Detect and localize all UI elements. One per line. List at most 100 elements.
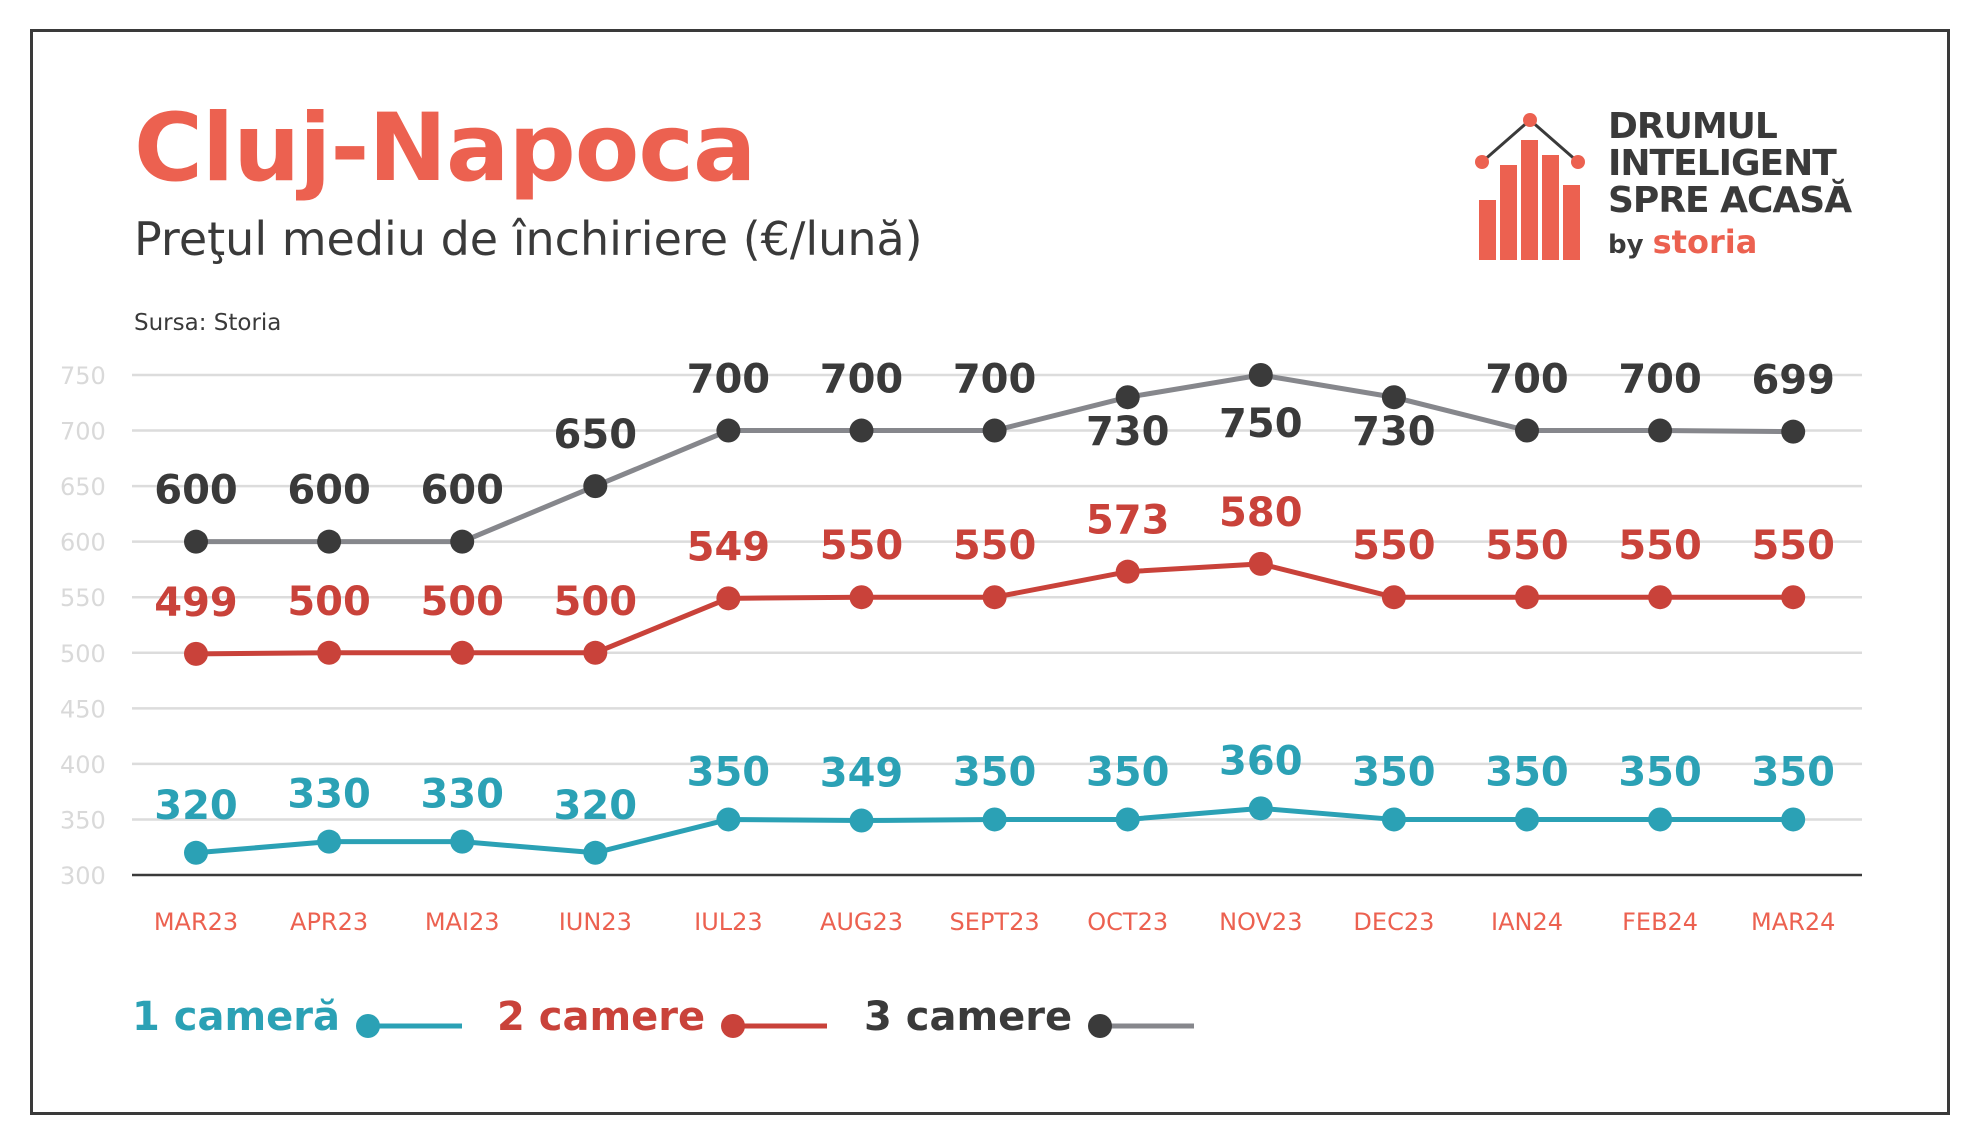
x-tick-label: FEB24	[1622, 908, 1698, 936]
x-tick-label: DEC23	[1353, 908, 1434, 936]
legend-swatch-marker	[1088, 1013, 1113, 1038]
data-label: 750	[1219, 401, 1303, 447]
logo-line-1: DRUMUL	[1608, 106, 1778, 147]
data-label: 500	[287, 579, 371, 625]
data-label: 550	[953, 523, 1037, 569]
data-point	[1248, 363, 1273, 387]
page-subtitle: Preţul mediu de închiriere (€/lună)	[134, 212, 923, 266]
data-point	[317, 640, 342, 665]
data-label: 500	[554, 579, 638, 625]
y-tick-label: 750	[60, 362, 106, 390]
data-point	[184, 840, 208, 865]
infographic-frame	[30, 29, 1950, 1115]
data-point	[716, 807, 741, 832]
logo-wordmark: DRUMUL INTELIGENT SPRE ACASĂ by storia	[1608, 108, 1938, 261]
y-tick-label: 550	[60, 584, 106, 612]
data-point	[849, 808, 874, 833]
data-point	[317, 529, 342, 554]
data-label: 330	[420, 772, 504, 818]
legend-swatch	[1088, 1013, 1195, 1038]
x-tick-label: IAN24	[1491, 908, 1563, 936]
y-tick-label: 700	[60, 418, 106, 446]
x-tick-label: SEPT23	[950, 908, 1040, 936]
legend-swatch-marker	[721, 1013, 746, 1038]
data-label: 499	[154, 580, 238, 626]
data-point	[583, 474, 608, 499]
data-point	[1381, 807, 1406, 832]
y-tick-label: 600	[60, 529, 106, 557]
data-point	[982, 418, 1007, 443]
data-label: 500	[420, 579, 504, 625]
data-label: 730	[1352, 409, 1436, 455]
data-label: 550	[1352, 523, 1436, 569]
x-tick-label: IUL23	[694, 908, 763, 936]
data-point	[583, 840, 608, 865]
x-tick-label: IUN23	[559, 908, 632, 936]
data-label: 573	[1086, 498, 1170, 544]
x-tick-label: MAI23	[425, 908, 500, 936]
data-label: 350	[1086, 749, 1170, 795]
data-point	[450, 529, 475, 554]
x-tick-label: NOV23	[1219, 908, 1302, 936]
logo-line-3: SPRE ACASĂ	[1608, 180, 1852, 221]
data-label: 550	[1751, 523, 1835, 569]
x-tick-label: AUG23	[820, 908, 903, 936]
data-point	[1515, 418, 1539, 443]
data-point	[1781, 419, 1806, 444]
legend-item: 3 camere	[864, 992, 1196, 1042]
data-point	[849, 418, 874, 443]
data-point	[184, 529, 208, 554]
legend-item: 2 camere	[497, 992, 829, 1042]
data-point	[1381, 385, 1406, 410]
data-point	[1115, 807, 1140, 832]
data-label: 600	[420, 468, 504, 514]
data-label: 650	[554, 412, 638, 458]
data-point	[849, 585, 874, 610]
data-label: 350	[1751, 749, 1835, 795]
data-label: 320	[154, 783, 238, 829]
data-label: 580	[1219, 490, 1303, 536]
x-tick-label: MAR24	[1751, 908, 1835, 936]
data-label: 700	[1618, 357, 1702, 403]
data-point	[1648, 807, 1673, 832]
data-label: 730	[1086, 409, 1170, 455]
data-label: 350	[687, 749, 771, 795]
data-point	[1115, 385, 1140, 410]
data-point	[1381, 585, 1406, 610]
data-point	[1515, 807, 1539, 832]
data-label: 350	[1352, 749, 1436, 795]
x-tick-label: MAR23	[154, 908, 238, 936]
data-point	[450, 640, 475, 665]
data-point	[184, 641, 208, 666]
data-label: 350	[1485, 749, 1569, 795]
data-point	[1515, 585, 1539, 610]
data-label: 700	[687, 357, 771, 403]
data-label: 600	[154, 468, 238, 514]
data-point	[1648, 585, 1673, 610]
legend-swatch	[721, 1013, 828, 1038]
data-label: 700	[953, 357, 1037, 403]
legend-swatch	[356, 1013, 462, 1038]
logo-byline: by storia	[1608, 223, 1938, 261]
legend-item: 1 cameră	[132, 992, 464, 1042]
data-label: 349	[820, 751, 904, 797]
legend-label: 1 cameră	[132, 994, 340, 1040]
y-tick-label: 500	[60, 640, 106, 668]
data-point	[1781, 807, 1806, 832]
data-label: 549	[687, 524, 771, 570]
data-point	[1781, 585, 1806, 610]
data-point	[716, 586, 741, 611]
data-label: 360	[1219, 738, 1303, 784]
data-point	[317, 829, 342, 854]
x-tick-label: OCT23	[1087, 908, 1168, 936]
data-label: 330	[287, 772, 371, 818]
y-tick-label: 350	[60, 806, 106, 834]
logo-line-2: INTELIGENT	[1608, 143, 1837, 184]
y-tick-label: 450	[60, 695, 106, 723]
y-tick-label: 300	[60, 862, 106, 890]
x-tick-label: APR23	[290, 908, 368, 936]
data-label: 550	[1618, 523, 1702, 569]
y-tick-label: 650	[60, 473, 106, 501]
legend-label: 3 camere	[864, 994, 1073, 1040]
